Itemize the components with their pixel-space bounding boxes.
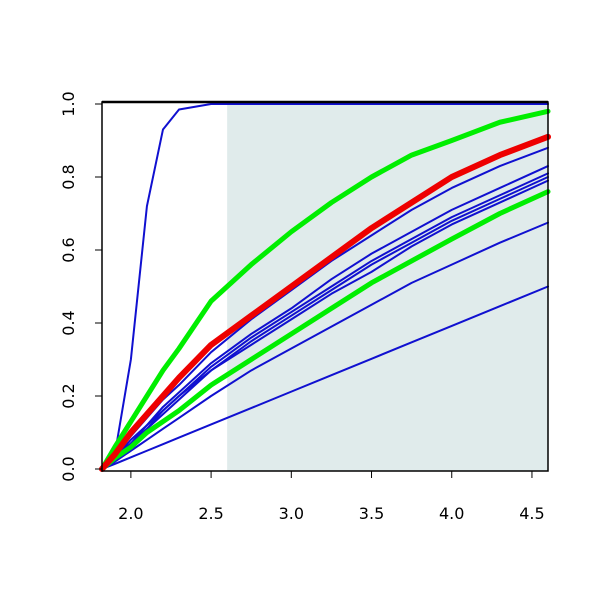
line [101, 179, 549, 470]
line [101, 103, 549, 470]
x-tick-label: 4.5 [519, 504, 544, 523]
line [99, 108, 551, 472]
x-tick-label: 3.5 [359, 504, 384, 523]
x-tick-label: 4.0 [439, 504, 464, 523]
line [99, 189, 551, 472]
x-tick-label: 2.5 [198, 504, 223, 523]
y-tick-label: 0.6 [59, 237, 78, 262]
line [99, 133, 551, 472]
shaded-region [227, 102, 548, 471]
line [101, 285, 549, 470]
line [101, 221, 549, 470]
x-tick-label: 3.0 [279, 504, 304, 523]
y-tick-label: 0.8 [59, 164, 78, 189]
y-tick-label: 0.0 [59, 456, 78, 481]
line [101, 165, 549, 470]
y-tick-label: 0.4 [59, 310, 78, 335]
y-tick-label: 0.2 [59, 383, 78, 408]
x-tick-label: 2.0 [118, 504, 143, 523]
y-tick-label: 1.0 [59, 91, 78, 116]
